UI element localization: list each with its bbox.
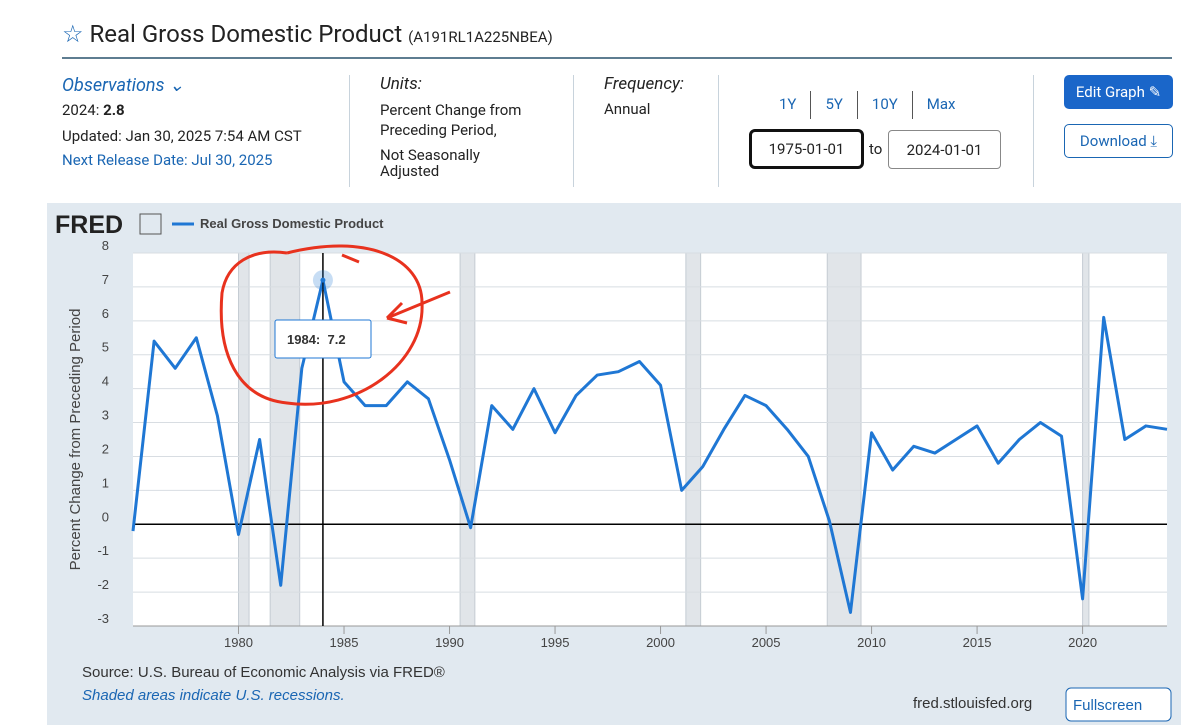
- to-label: to: [869, 140, 883, 158]
- y-tick-label: 6: [102, 306, 109, 321]
- edit-graph-button[interactable]: Edit Graph ✎: [1064, 75, 1173, 109]
- end-date-input[interactable]: 2024-01-01: [888, 130, 1001, 169]
- range-button[interactable]: Max: [926, 95, 956, 113]
- y-tick-label: 7: [102, 272, 109, 287]
- frequency-label: Frequency:: [604, 74, 684, 94]
- units-line2: Not Seasonally Adjusted: [380, 146, 481, 180]
- units-line1: Percent Change from Preceding Period,: [380, 101, 522, 139]
- y-tick-label: 1: [102, 475, 109, 490]
- recession-shade: [459, 252, 476, 627]
- site: fred.stlouisfed.org: [913, 695, 1032, 712]
- recession-note: Shaded areas indicate U.S. recessions.: [82, 687, 345, 704]
- tooltip-box: [274, 319, 372, 359]
- y-tick-label: -1: [97, 543, 109, 558]
- fullscreen-button[interactable]: [1065, 687, 1172, 722]
- chart: FRED -3 -2 -1 0 1 2 3 4 5 6 7 8 1980 1985 1990 1995 2000…: [47, 203, 1181, 725]
- separator: [1033, 75, 1034, 187]
- fred-logo: FRED: [55, 211, 123, 239]
- annotation-arrow: [385, 290, 451, 325]
- range-buttons: 1Y 5Y 10Y Max: [765, 91, 969, 119]
- latest-label: 2024:: [62, 101, 100, 119]
- x-tick-label: 2000: [646, 635, 675, 650]
- x-tick-label: 1990: [435, 635, 464, 650]
- y-tick-label: 8: [102, 238, 109, 253]
- y-tick-label: 2: [102, 441, 109, 456]
- separator: [573, 75, 574, 187]
- x-tick-label: 1995: [541, 635, 570, 650]
- tooltip-text: 1984: 7.2: [287, 332, 346, 347]
- x-tick-label: 2015: [963, 635, 992, 650]
- y-axis-label: Percent Change from Preceding Period: [67, 309, 84, 571]
- start-date: 1975-01-01: [768, 140, 845, 158]
- separator: [718, 75, 719, 187]
- annotation-stroke: [341, 253, 360, 264]
- page-title: Real Gross Domestic Product: [89, 20, 403, 48]
- range-button[interactable]: 5Y: [811, 91, 858, 119]
- recession-shade: [238, 252, 250, 627]
- source: Source: U.S. Bureau of Economic Analysis…: [82, 664, 445, 681]
- recession-shade: [685, 252, 702, 627]
- x-tick-label: 1985: [330, 635, 359, 650]
- plot-area: [133, 253, 1167, 626]
- next-release[interactable]: Next Release Date: Jul 30, 2025: [62, 151, 273, 169]
- favorite-star[interactable]: ☆: [62, 20, 84, 48]
- y-tick-label: -2: [97, 577, 109, 592]
- range-button[interactable]: 1Y: [765, 91, 812, 119]
- y-tick-label: 4: [102, 374, 109, 389]
- observations-link[interactable]: Observations ⌄: [62, 75, 185, 96]
- latest-observation: 2024: 2.8: [62, 101, 125, 119]
- legend-label: Real Gross Domestic Product: [200, 216, 384, 231]
- x-tick-label: 2005: [752, 635, 781, 650]
- x-tick-label: 1980: [224, 635, 253, 650]
- title-row: ☆ Real Gross Domestic Product (A191RL1A2…: [62, 20, 553, 48]
- range-button[interactable]: 10Y: [858, 91, 913, 119]
- separator: [349, 75, 350, 187]
- start-date-input[interactable]: 1975-01-01: [749, 129, 864, 169]
- fullscreen-text: Fullscreen: [1073, 697, 1142, 714]
- download-text: Download: [1079, 132, 1147, 150]
- edit-graph-text: Edit Graph: [1075, 83, 1145, 101]
- x-tick-label: 2020: [1068, 635, 1097, 650]
- header-rule: [62, 57, 1172, 59]
- latest-value: 2.8: [103, 101, 125, 119]
- y-tick-label: 5: [102, 340, 109, 355]
- units-label: Units:: [380, 74, 422, 94]
- updated: Updated: Jan 30, 2025 7:54 AM CST: [62, 127, 302, 145]
- series-id: (A191RL1A225NBEA): [408, 28, 553, 46]
- x-tick-label: 2010: [857, 635, 886, 650]
- frequency-value: Annual: [604, 100, 651, 118]
- observations-text: Observations: [62, 75, 165, 96]
- logo-icon: [139, 213, 162, 235]
- y-tick-label: -3: [97, 611, 109, 626]
- download-button[interactable]: Download ⤓: [1064, 124, 1173, 158]
- hover-point: [320, 277, 326, 283]
- annotation-circle: [219, 244, 424, 406]
- y-tick-label: 0: [102, 509, 109, 524]
- y-tick-label: 3: [102, 408, 109, 423]
- end-date: 2024-01-01: [906, 140, 983, 159]
